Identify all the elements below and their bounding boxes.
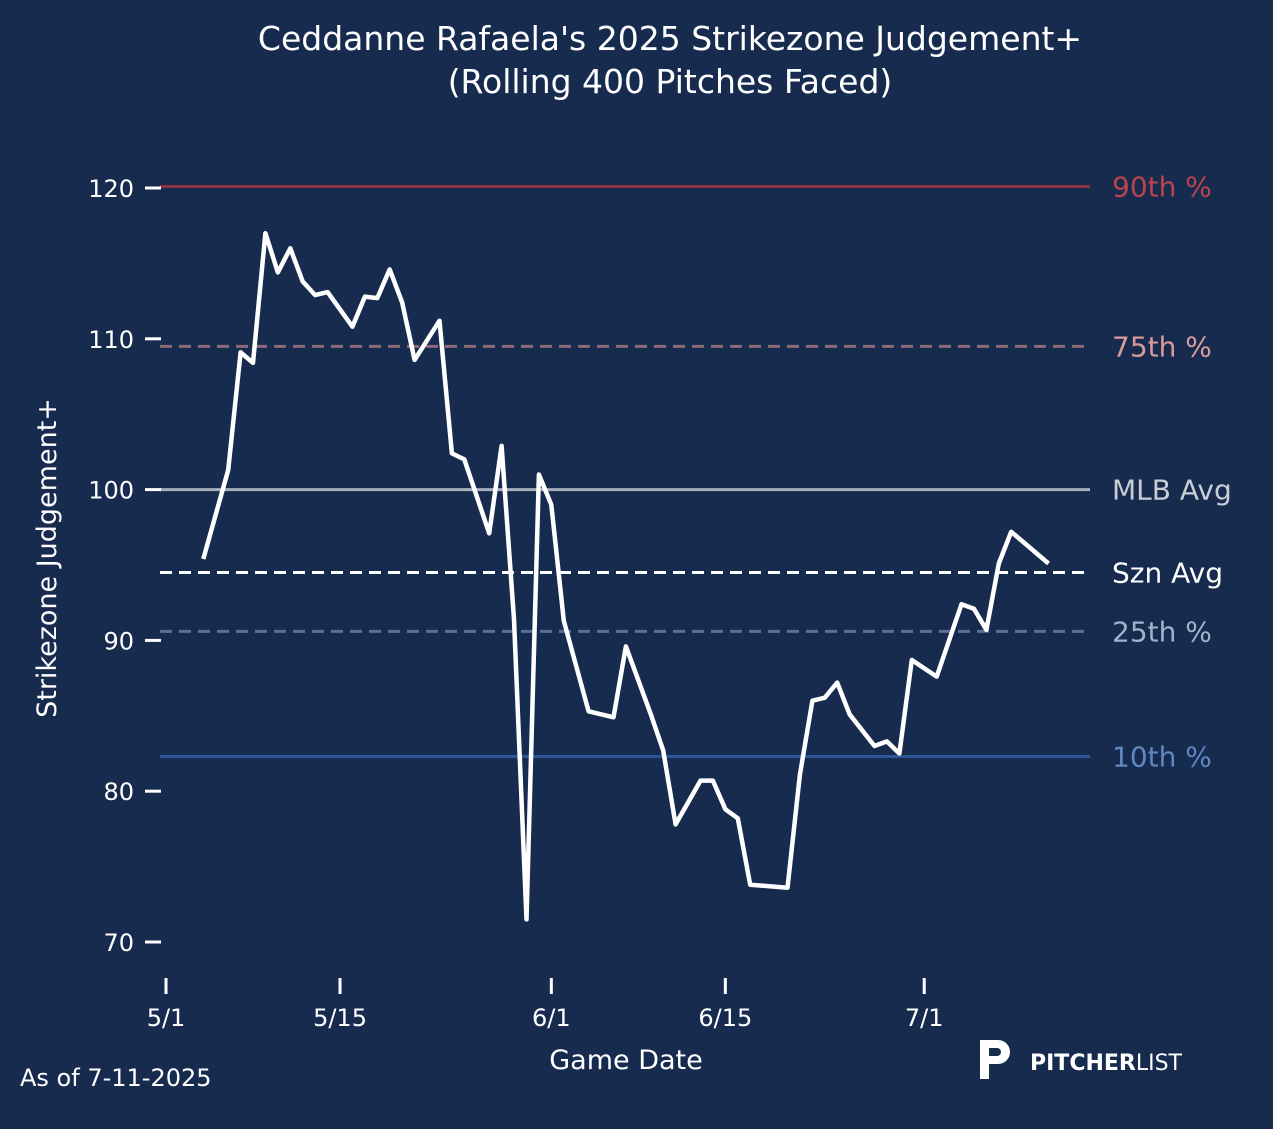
y-tick-label: 120	[88, 175, 134, 203]
reference-label: 75th %	[1112, 330, 1212, 363]
chart-title: Ceddanne Rafaela's 2025 Strikezone Judge…	[258, 19, 1082, 58]
chart-subtitle: (Rolling 400 Pitches Faced)	[448, 62, 893, 101]
y-axis: 70 80 90 100 110 120	[88, 175, 161, 957]
reference-label: 10th %	[1112, 741, 1212, 774]
reference-label: 25th %	[1112, 615, 1212, 648]
x-tick-label: 5/15	[313, 1004, 367, 1032]
series	[201, 230, 1050, 922]
x-tick-label: 7/1	[905, 1004, 944, 1032]
svg-text:PITCHERLIST: PITCHERLIST	[1030, 1051, 1183, 1076]
x-tick-label: 6/15	[698, 1004, 752, 1032]
pitcherlist-logo: PITCHERLIST	[980, 1040, 1183, 1079]
reference-label: 90th %	[1112, 170, 1212, 203]
as-of-date: As of 7-11-2025	[20, 1064, 212, 1092]
reference-label: Szn Avg	[1112, 557, 1223, 590]
x-axis-label: Game Date	[549, 1045, 703, 1076]
y-tick-label: 110	[88, 326, 134, 354]
y-axis-label: Strikezone Judgement+	[32, 398, 63, 718]
series-line	[201, 230, 1050, 922]
x-axis: 5/1 5/15 6/1 6/15 7/1	[147, 978, 944, 1032]
logo-mark-icon	[980, 1040, 1010, 1079]
y-tick-label: 90	[103, 627, 134, 655]
x-tick-label: 5/1	[147, 1004, 186, 1032]
y-tick-label: 100	[88, 477, 134, 505]
y-tick-label: 70	[103, 929, 134, 957]
reference-label: MLB Avg	[1112, 474, 1232, 507]
y-tick-label: 80	[103, 778, 134, 806]
reference-lines: 90th % 75th % MLB Avg Szn Avg 25th % 10th %	[160, 170, 1232, 774]
x-tick-label: 6/1	[532, 1004, 571, 1032]
